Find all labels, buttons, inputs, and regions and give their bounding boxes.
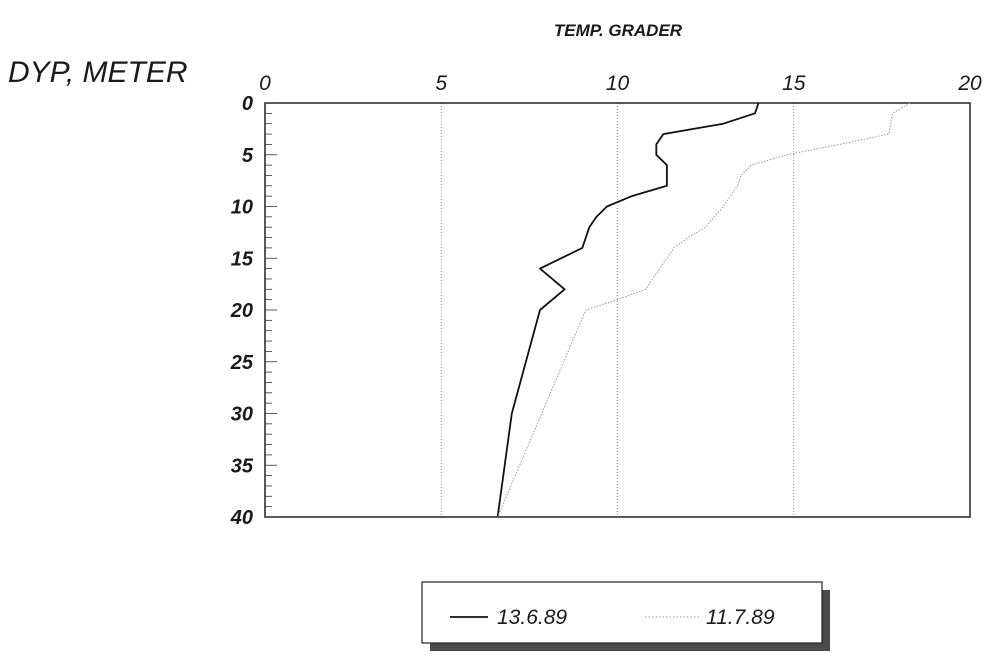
x-tick-label-2: 10 <box>606 72 630 95</box>
grid-lines <box>440 103 795 517</box>
series-line-2 <box>497 102 911 518</box>
y-tick-label-3: 15 <box>231 248 254 270</box>
legend-label-series-1: 13.6.89 <box>497 606 567 629</box>
y-tick-label-5: 25 <box>230 352 254 374</box>
x-tick-label-1: 5 <box>435 72 447 95</box>
y-tick-label-8: 40 <box>230 507 253 529</box>
series-line-1 <box>496 102 760 518</box>
y-tick-label-1: 5 <box>242 145 254 167</box>
y-minor-ticks <box>265 102 277 518</box>
y-tick-label-7: 35 <box>231 455 254 477</box>
y-tick-label-2: 10 <box>231 197 253 219</box>
x-tick-labels: 0 5 10 15 20 <box>259 72 982 95</box>
y-axis-label: DYP, METER <box>8 56 188 89</box>
x-tick-label-4: 20 <box>957 72 982 95</box>
legend-label-series-2: 11.7.89 <box>706 606 775 629</box>
y-tick-label-0: 0 <box>242 93 253 115</box>
x-tick-label-3: 15 <box>782 72 806 95</box>
y-tick-labels: 0 5 10 15 20 25 30 35 40 <box>230 93 254 529</box>
series-lines <box>496 102 911 518</box>
legend-box <box>421 581 823 644</box>
legend: 13.6.89 11.7.89 <box>421 581 830 651</box>
x-tick-label-0: 0 <box>259 72 271 95</box>
x-axis-label: TEMP. GRADER <box>554 21 683 40</box>
y-tick-label-4: 20 <box>230 300 253 322</box>
y-tick-label-6: 30 <box>231 404 253 426</box>
